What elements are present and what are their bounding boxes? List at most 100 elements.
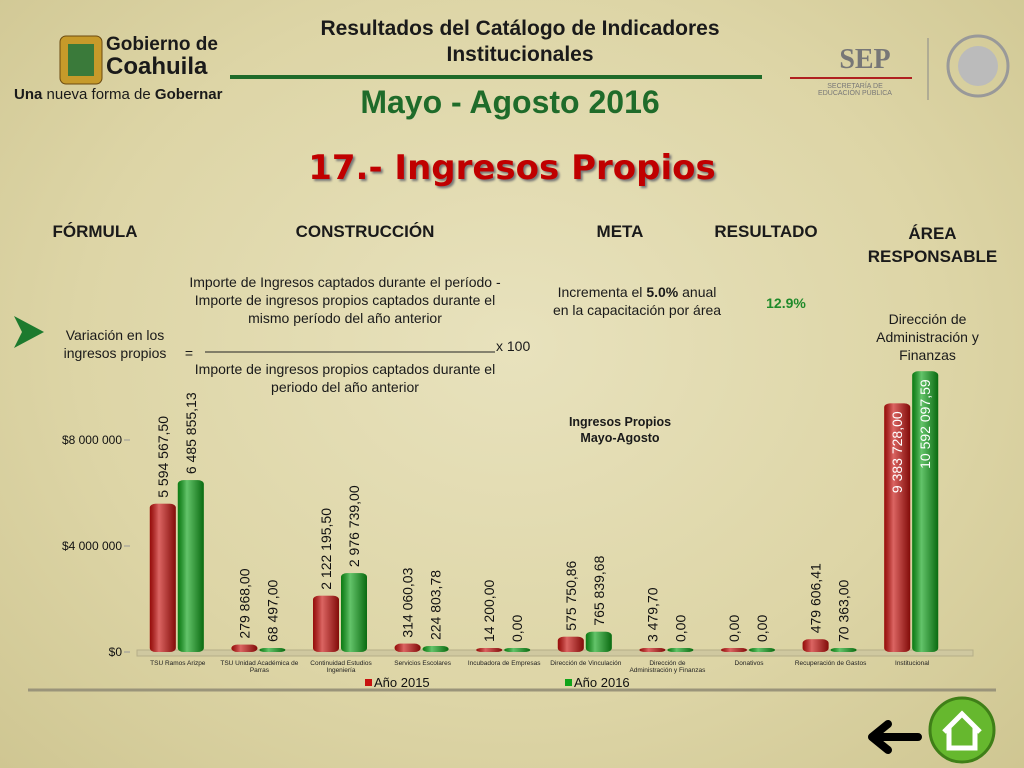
value-label: 0,00 [672,615,688,642]
home-button[interactable] [928,696,996,764]
value-label: 3 479,70 [644,587,660,642]
bar-shading [721,648,747,652]
slogan: Una nueva forma de Gobernar [14,86,244,103]
x-tick-label: Servicios Escolares [394,660,451,667]
back-button[interactable] [868,720,922,754]
bar-shading [749,648,775,652]
meta-prefix: Incrementa el [557,284,643,300]
bar-shading [476,648,503,652]
value-label: 0,00 [509,615,525,642]
x-tick-label: Recuperación de Gastos [794,660,867,667]
slogan-mid: nueva forma de [46,86,151,103]
national-seal [946,34,1010,98]
bar-shading [802,639,829,652]
numerator: Importe de Ingresos captados durante el … [189,274,501,326]
value-label: 575 750,86 [563,560,579,630]
indicator: 17.- Ingresos Propios [308,148,716,188]
bar-shading [313,595,339,652]
header-area: ÁREA RESPONSABLE [867,224,998,266]
bar-shading [231,644,258,652]
bar-shading [422,646,449,652]
gov-line1: Gobierno de [106,34,218,55]
back-arrow[interactable] [868,720,922,754]
chart-floor [136,649,974,657]
bar-shading [884,403,911,652]
value-label: 14 200,00 [481,580,497,642]
x-tick-label: TSU Unidad Académica de Parras [220,660,299,674]
legend-swatch [365,679,372,686]
bar-shading [830,648,857,652]
bullet-arrow [14,316,44,348]
bar-shading [585,631,612,652]
multiplier: x 100 [496,338,531,354]
value-label: 2 122 195,50 [318,508,334,590]
x-tick-label: Dirección de Vinculación [550,660,622,667]
value-label: 6 485 855,13 [183,392,199,474]
bar-shading [341,573,367,652]
x-tick-label: Incubadora de Empresas [467,660,541,667]
result: 12.9% [766,295,806,311]
slogan-suffix: Gobernar [154,86,223,103]
gov-logo: Gobierno de Coahuila [70,34,246,80]
value-label: 0,00 [726,615,742,642]
value-label: 9 383 728,00 [889,411,905,493]
denominator: Importe de ingresos propios captados dur… [194,361,496,395]
formula: Variación en los ingresos propios [63,327,167,361]
header-meta: META [596,222,644,241]
area: Dirección de Administración y Finanzas [876,311,979,363]
national-seal-center [958,46,998,86]
chart: $0 $4 000 000 $8 000 000 5 594 567,50 6 485 … [62,371,974,690]
value-label: 224 803,78 [428,570,444,640]
chart-subtitle: Mayo-Agosto [580,431,660,445]
value-label: 765 839,68 [591,555,607,625]
value-label: 0,00 [754,615,770,642]
x-tick-label: TSU Ramos Arizpe [150,660,206,667]
sep-acronym: SEP [839,44,891,75]
header-result: RESULTADO [714,222,818,241]
value-label: 279 868,00 [236,568,252,638]
x-tick-label: Institucional [895,660,930,667]
slogan-prefix: Una [14,86,43,103]
value-label: 314 060,03 [400,567,416,637]
value-label: 2 976 739,00 [346,485,362,567]
legend-swatch [565,679,572,686]
chart-title: Ingresos Propios [568,415,672,429]
y-tick-label: $0 [109,645,123,659]
meta: Incrementa el 5.0% anual en la capacitac… [552,283,722,319]
home-icon[interactable] [942,710,982,751]
header-construction: CONSTRUCCIÓN [295,222,435,241]
bar-shading [394,643,421,652]
bar-shading [149,503,176,652]
legend-label: Año 2016 [574,675,630,690]
title-rule [230,75,762,79]
y-tick-label: $8 000 000 [62,433,122,447]
y-tick-label: $4 000 000 [62,539,122,553]
bar-shading [177,480,204,652]
bar-shading [639,648,666,652]
meta-suffix: anual en la capacitación por área [552,284,722,318]
bar-shading [259,648,286,652]
legend-label: Año 2015 [374,675,430,690]
bar-shading [504,648,531,652]
page-title: Resultados del Catálogo de Indicadores I… [320,17,720,66]
value-label: 479 606,41 [808,563,824,633]
home-circle[interactable] [928,696,996,764]
bar-shading [667,648,694,652]
value-label: 5 594 567,50 [155,416,171,498]
value-label: 10 592 097,59 [917,379,933,469]
x-tick-label: Continuidad Estudios Ingeniería [310,660,372,674]
equals: = [184,345,194,361]
bar-shading [557,636,584,652]
header-formula: FÓRMULA [52,222,138,241]
meta-value: 5.0% [646,284,679,300]
gov-line2: Coahuila [106,53,208,80]
x-tick-label: Donativos [734,660,764,667]
bar-shading [912,371,939,652]
period: Mayo - Agosto 2016 [360,84,660,120]
chart-titles: Ingresos Propios Mayo-Agosto [540,414,700,446]
value-label: 70 363,00 [836,580,852,642]
sep-name: SECRETARÍA DE EDUCACIÓN PÚBLICA [818,83,892,97]
value-label: 68 497,00 [264,580,280,642]
